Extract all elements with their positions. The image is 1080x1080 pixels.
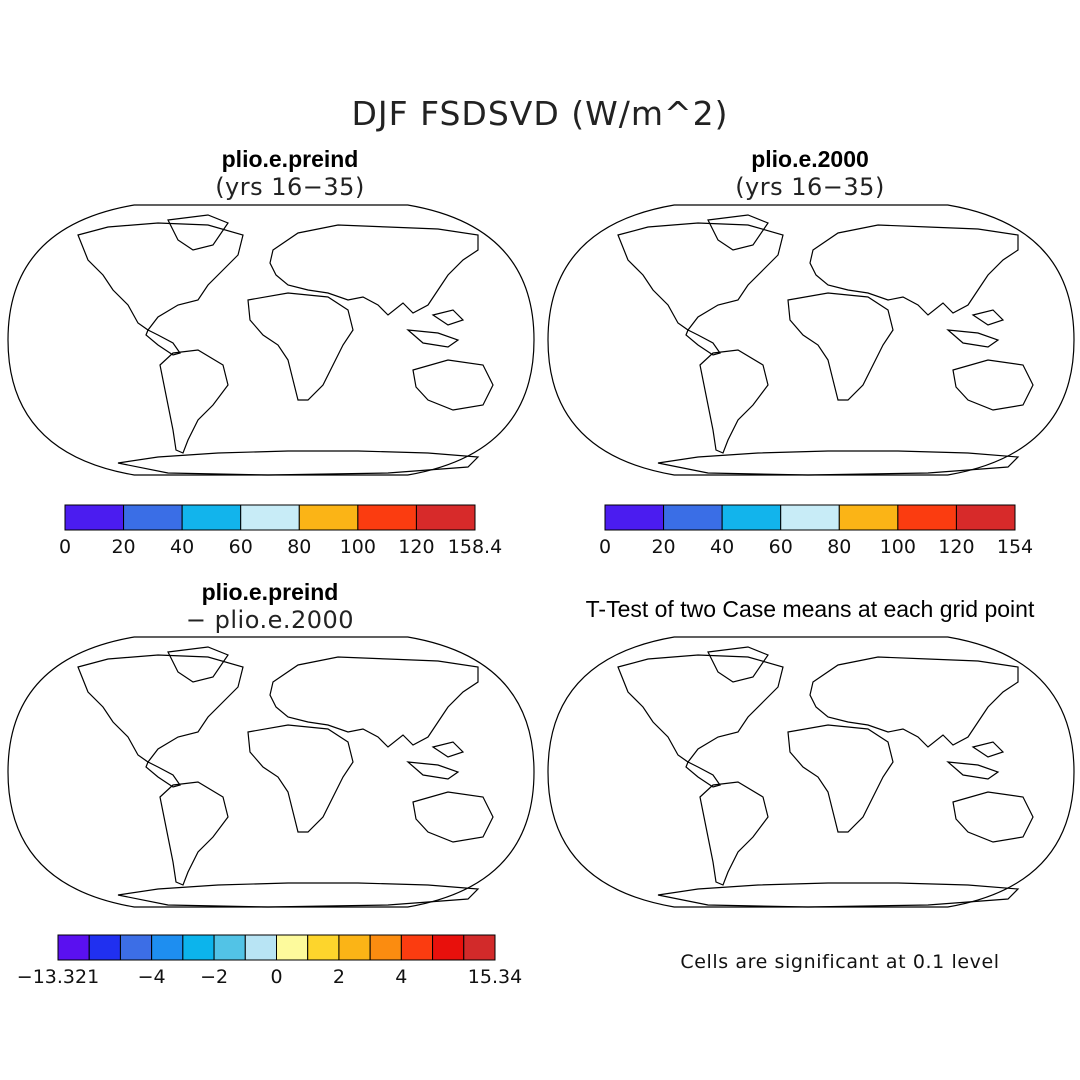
colorbar-tick-label: 80 — [827, 536, 851, 558]
colorbar-swatch — [244, 934, 278, 961]
colorbar-swatch — [307, 934, 340, 961]
panel-1-title: plio.e.preind — [221, 146, 359, 172]
map-frame — [7, 636, 535, 908]
colorbar-swatch — [240, 504, 300, 531]
map-panel-1 — [7, 204, 535, 476]
colorbar-swatch — [276, 934, 309, 961]
colorbar-swatch — [298, 504, 359, 531]
colorbar-tick-label: 40 — [710, 536, 734, 558]
colorbar-swatch — [604, 504, 665, 531]
colorbar-tick-label: 80 — [287, 536, 311, 558]
colorbar-swatch — [182, 934, 215, 961]
panel-1-subtitle: (yrs 16−35) — [215, 173, 365, 201]
panel-2-title: plio.e.2000 — [751, 146, 869, 172]
significance-note: Cells are significant at 0.1 level — [680, 951, 1000, 973]
colorbar-tick-label: 120 — [398, 536, 434, 558]
colorbar-tick-label: 20 — [111, 536, 135, 558]
colorbar-swatch — [415, 504, 476, 531]
panel-3-subtitle: − plio.e.2000 — [185, 606, 355, 634]
panel-4-title: T-Test of two Case means at each grid po… — [585, 596, 1035, 622]
colorbar-swatch — [57, 934, 90, 961]
colorbar-tick-label: 60 — [769, 536, 793, 558]
colorbar-swatch — [213, 934, 246, 961]
colorbar-tick-label: −13.321 — [17, 966, 99, 988]
colorbar-tick-label: 100 — [340, 536, 376, 558]
panel-3-title: plio.e.preind — [201, 579, 339, 605]
colorbar-swatch — [400, 934, 434, 961]
colorbar-swatch — [369, 934, 402, 961]
colorbar-swatch — [838, 504, 899, 531]
colorbar-swatch — [432, 934, 465, 961]
colorbar-tick-label: 40 — [170, 536, 194, 558]
map-frame — [547, 636, 1075, 908]
colorbar-tick-label: 120 — [938, 536, 974, 558]
colorbar-tick-label: −2 — [200, 966, 228, 988]
colorbar-swatch — [955, 504, 1016, 531]
colorbar-1: 0 20 40 60 80 100 120 158.4 — [59, 504, 502, 558]
figure-title: DJF FSDSVD (W/m^2) — [351, 94, 729, 133]
map-frame — [7, 204, 535, 476]
colorbar-swatch — [463, 934, 496, 961]
colorbar-tick-label: 15.34 — [468, 966, 522, 988]
colorbar-swatch — [88, 934, 121, 961]
colorbar-tick-label: 60 — [229, 536, 253, 558]
colorbar-tick-label: −4 — [138, 966, 166, 988]
map-panel-4 — [547, 636, 1075, 908]
colorbar-swatch — [64, 504, 125, 531]
colorbar-swatch — [123, 504, 183, 531]
colorbar-swatch — [338, 934, 371, 961]
colorbar-tick-label: 20 — [651, 536, 675, 558]
colorbar-3: −13.321 −4 −2 0 2 4 15.34 — [17, 934, 522, 988]
colorbar-tick-label: 2 — [333, 966, 345, 988]
colorbar-swatch — [151, 934, 184, 961]
colorbar-tick-label: 158.4 — [448, 536, 502, 558]
colorbar-tick-label: 0 — [270, 966, 282, 988]
colorbar-swatch — [357, 504, 417, 531]
colorbar-tick-label: 100 — [880, 536, 916, 558]
colorbar-tick-label: 0 — [599, 536, 611, 558]
panel-2-subtitle: (yrs 16−35) — [735, 173, 885, 201]
colorbar-tick-label: 0 — [59, 536, 71, 558]
colorbar-tick-label: 154 — [997, 536, 1033, 558]
colorbars-layer: 0 20 40 60 80 100 120 158.4 0 20 40 60 80 100 120 154−1… — [17, 504, 1033, 988]
colorbar-swatch — [721, 504, 782, 531]
colorbar-swatch — [181, 504, 242, 531]
colorbar-tick-label: 4 — [395, 966, 407, 988]
map-panel-3 — [7, 636, 535, 908]
colorbar-swatch — [663, 504, 723, 531]
colorbar-swatch — [780, 504, 840, 531]
colorbar-2: 0 20 40 60 80 100 120 154 — [599, 504, 1033, 558]
map-panel-2 — [547, 204, 1075, 476]
colorbar-swatch — [119, 934, 153, 961]
colorbar-swatch — [897, 504, 957, 531]
map-frame — [547, 204, 1075, 476]
